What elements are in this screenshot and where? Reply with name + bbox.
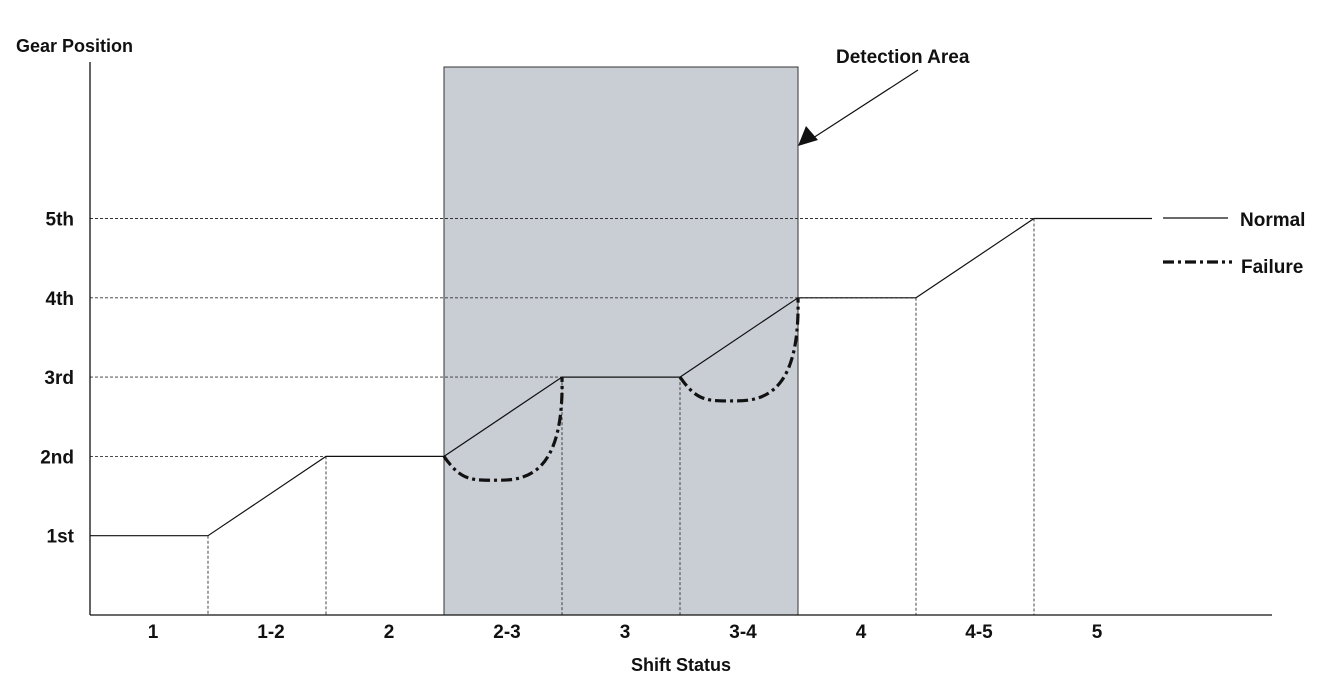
y-tick-labels: 1st 2nd 3rd 4th 5th [40,210,74,548]
y-tick-label: 5th [46,210,75,231]
detection-area [443,66,799,616]
annotation-arrow-line [812,69,919,139]
x-tick-label: 3 [620,622,631,643]
x-tick-label: 4 [856,622,867,643]
y-axis-title: Gear Position [16,36,133,56]
failure-curve-1 [442,377,564,482]
y-tick-label: 2nd [40,447,74,468]
x-tick-label: 2 [384,622,395,643]
series-normal-line [90,217,1152,537]
x-tick-label: 5 [1092,622,1103,643]
legend-failure-label: Failure [1241,257,1303,278]
x-axis-title: Shift Status [631,655,731,675]
legend-normal-label: Normal [1240,210,1305,231]
x-tick-label: 2-3 [493,622,520,643]
failure-curve-2 [678,297,800,403]
y-tick-label: 1st [47,527,75,548]
x-tick-label: 1 [148,622,159,643]
x-tick-label: 4-5 [965,622,993,643]
legend: Normal Failure [1163,210,1305,278]
annotation-arrowhead [798,126,818,146]
x-tick-labels: 1 1-2 2 2-3 3 3-4 4 4-5 5 [148,622,1103,643]
x-tick-label: 1-2 [257,622,284,643]
y-tick-label: 4th [46,289,75,310]
series-failure [442,297,800,482]
x-tick-label: 3-4 [729,622,757,643]
y-tick-label: 3rd [44,368,74,389]
annotation-detection-area: Detection Area [836,47,970,68]
